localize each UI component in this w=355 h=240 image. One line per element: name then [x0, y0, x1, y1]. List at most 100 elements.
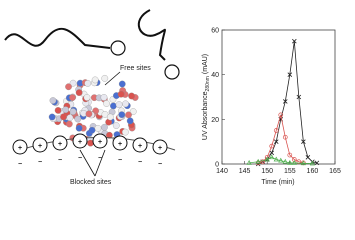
marker	[287, 72, 293, 77]
atom	[122, 128, 129, 136]
charge-sign: +	[118, 141, 122, 148]
atom	[94, 125, 102, 132]
charge-sign: −	[118, 157, 122, 164]
y-tick-label: 20	[211, 117, 219, 124]
y-label-sub: 280nm	[205, 76, 211, 91]
series-line	[258, 114, 304, 164]
atom	[115, 101, 123, 108]
charge-sign: −	[38, 159, 42, 166]
x-tick-label: 150	[261, 168, 273, 175]
charge-bead	[92, 133, 108, 149]
marker	[292, 38, 297, 44]
atom	[128, 92, 135, 100]
marker	[282, 158, 288, 164]
charge-sign: +	[78, 139, 82, 146]
marker	[300, 160, 306, 166]
atom	[84, 80, 92, 87]
charge-sign: +	[138, 143, 142, 150]
charge-bead	[152, 139, 168, 155]
marker	[278, 112, 284, 118]
charge-sign: +	[38, 143, 42, 150]
blocked-sites-label: Blocked sites	[70, 179, 112, 186]
marker	[287, 159, 293, 165]
atom	[85, 110, 93, 118]
x-tick-label: 160	[307, 168, 319, 175]
nhs-ring	[164, 64, 180, 80]
atom	[88, 126, 96, 134]
marker	[282, 99, 288, 104]
marker	[273, 156, 279, 162]
atom	[60, 113, 67, 121]
atom	[118, 80, 126, 88]
charge-bead	[52, 135, 68, 151]
atom	[91, 76, 99, 84]
marker	[269, 150, 275, 156]
protein-cluster	[48, 75, 139, 147]
nhs-ring	[110, 40, 126, 56]
atom	[66, 114, 74, 122]
x-tick-label: 140	[216, 168, 228, 175]
charge-sign: +	[58, 141, 62, 148]
atom	[118, 111, 126, 118]
marker	[291, 159, 297, 165]
atom	[65, 83, 72, 91]
marker	[273, 139, 279, 144]
atom	[112, 122, 120, 129]
charge-sign: −	[138, 159, 142, 166]
marker	[309, 160, 315, 166]
atom	[117, 90, 125, 98]
x-tick-label: 145	[239, 168, 251, 175]
marker	[269, 143, 275, 149]
y-tick-label: 40	[211, 72, 219, 79]
polymer-chain	[137, 9, 166, 61]
marker	[314, 160, 320, 166]
charge-bead	[132, 137, 148, 153]
charge-sign: −	[98, 155, 102, 162]
atom	[75, 124, 83, 132]
atom	[126, 117, 134, 125]
x-tick-label: 165	[329, 168, 341, 175]
atom	[69, 79, 77, 87]
graphic: Free sites Blocked sites Time (min) UV A…	[4, 9, 341, 186]
series-line	[249, 156, 313, 164]
atom	[101, 123, 108, 131]
free-sites-label: Free sites	[120, 65, 151, 72]
polymer-chain	[4, 27, 111, 49]
charge-bead	[112, 135, 128, 151]
atom	[62, 106, 70, 114]
atom	[125, 111, 132, 119]
marker	[260, 159, 266, 165]
charge-sign: +	[18, 145, 22, 152]
marker	[246, 159, 252, 165]
x-tick-label: 155	[284, 168, 296, 175]
marker	[305, 155, 311, 160]
y-label-main: UV Absorbance	[202, 91, 209, 140]
plot-frame	[221, 29, 336, 165]
marker	[273, 128, 279, 133]
charge-bead	[32, 137, 48, 153]
charge-sign: −	[78, 155, 82, 162]
y-tick-label: 60	[211, 28, 219, 35]
atom	[54, 107, 62, 114]
pointer	[94, 149, 106, 177]
atom	[103, 100, 110, 107]
pointer	[79, 149, 96, 177]
atom	[65, 120, 73, 128]
marker	[264, 156, 270, 162]
atom	[69, 94, 76, 101]
charge-bead	[72, 133, 88, 149]
marker	[301, 139, 306, 144]
atom	[75, 89, 83, 96]
marker	[255, 158, 261, 164]
marker	[278, 157, 284, 163]
charge-sign: −	[158, 161, 162, 168]
marker	[282, 134, 288, 140]
y-tick-label: 0	[215, 162, 219, 169]
atom	[106, 131, 113, 139]
y-axis-label: UV Absorbance280nm (mAU)	[202, 54, 211, 140]
x-axis-label: Time (min)	[261, 179, 294, 186]
atom	[48, 113, 56, 121]
atom	[49, 97, 57, 104]
diagram: Free sites Blocked sites	[4, 9, 180, 186]
marker	[296, 94, 302, 100]
